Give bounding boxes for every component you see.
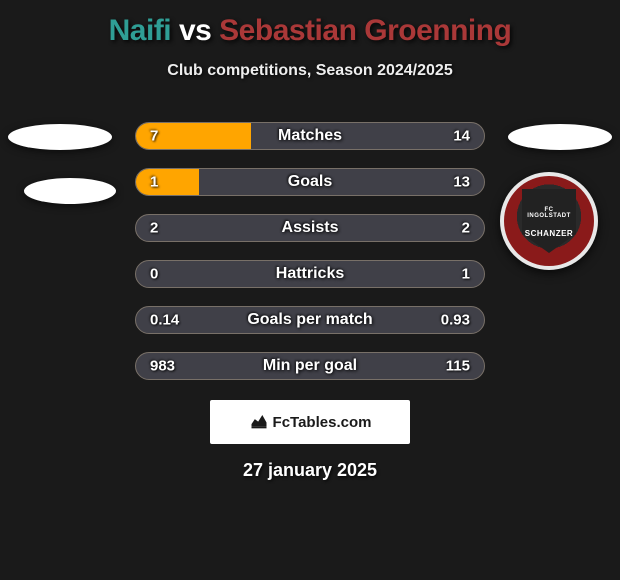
stat-value-left: 0.14 bbox=[150, 312, 179, 329]
branding-text: FcTables.com bbox=[273, 414, 372, 431]
stat-value-right: 2 bbox=[462, 220, 470, 237]
stat-label: Goals bbox=[288, 173, 332, 191]
stat-label: Goals per match bbox=[247, 311, 372, 329]
subtitle: Club competitions, Season 2024/2025 bbox=[0, 62, 620, 80]
stat-row: 7 14 Matches bbox=[135, 122, 485, 150]
branding-box[interactable]: FcTables.com bbox=[210, 400, 410, 444]
badge-shield: FC INGOLSTADT SCHANZER bbox=[522, 189, 576, 253]
placeholder-ellipse bbox=[8, 124, 112, 150]
stat-value-left: 983 bbox=[150, 358, 175, 375]
club-badge: FC INGOLSTADT SCHANZER bbox=[500, 172, 598, 270]
player2-name: Sebastian Groenning bbox=[219, 14, 511, 47]
stat-value-left: 7 bbox=[150, 128, 158, 145]
player1-name: Naifi bbox=[109, 14, 172, 47]
chart-icon bbox=[249, 410, 269, 434]
placeholder-ellipse bbox=[508, 124, 612, 150]
stat-value-left: 0 bbox=[150, 266, 158, 283]
stat-value-left: 2 bbox=[150, 220, 158, 237]
stat-row: 1 13 Goals bbox=[135, 168, 485, 196]
stat-row: 0.14 0.93 Goals per match bbox=[135, 306, 485, 334]
badge-text-top: FC INGOLSTADT bbox=[522, 207, 576, 219]
stat-label: Hattricks bbox=[276, 265, 344, 283]
stat-value-left: 1 bbox=[150, 174, 158, 191]
stat-value-right: 13 bbox=[453, 174, 470, 191]
stat-row: 0 1 Hattricks bbox=[135, 260, 485, 288]
stat-value-right: 14 bbox=[453, 128, 470, 145]
stat-row: 983 115 Min per goal bbox=[135, 352, 485, 380]
stat-label: Min per goal bbox=[263, 357, 357, 375]
date-text: 27 january 2025 bbox=[0, 460, 620, 481]
stat-row: 2 2 Assists bbox=[135, 214, 485, 242]
stat-fill-left bbox=[136, 169, 199, 195]
stat-value-right: 115 bbox=[446, 358, 470, 375]
vs-text: vs bbox=[179, 14, 211, 47]
stat-value-right: 0.93 bbox=[441, 312, 470, 329]
stat-value-right: 1 bbox=[462, 266, 470, 283]
badge-text-mid: SCHANZER bbox=[525, 229, 573, 238]
placeholder-ellipse bbox=[24, 178, 116, 204]
stat-label: Assists bbox=[282, 219, 339, 237]
stat-label: Matches bbox=[278, 127, 342, 145]
page-title: Naifi vs Sebastian Groenning bbox=[0, 14, 620, 48]
